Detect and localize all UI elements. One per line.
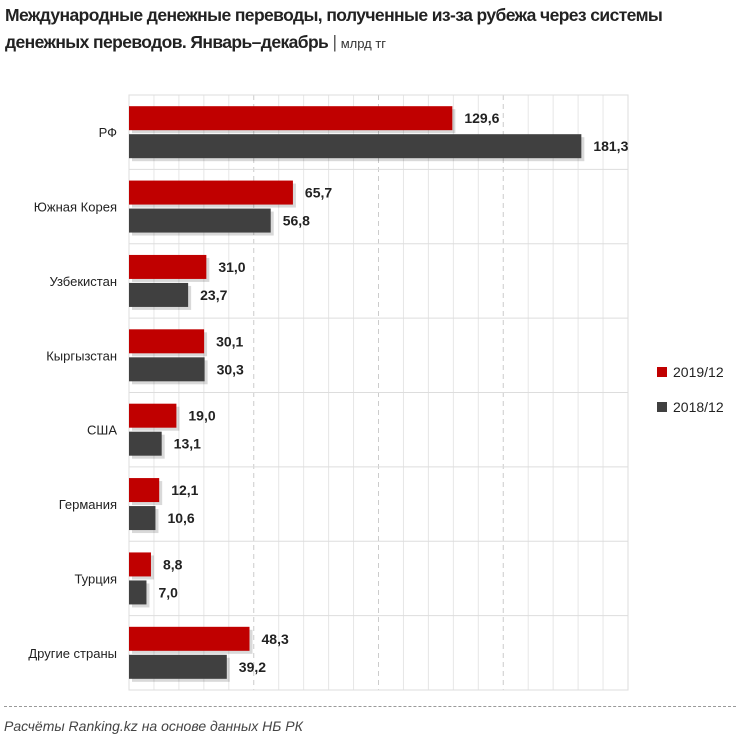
data-label: 23,7 (200, 287, 227, 303)
bar-chart: РФ 129,6 181,3 Южная Корея 65,7 56,8 Узбекиста… (28, 94, 629, 691)
category-label: Германия (59, 497, 117, 512)
data-label: 31,0 (218, 259, 245, 275)
title-text: Международные денежные переводы, получен… (5, 5, 663, 52)
data-label: 13,1 (174, 436, 201, 452)
bar-2018-12 (129, 282, 189, 307)
bar-2018-12 (129, 134, 582, 159)
data-label: 39,2 (239, 659, 266, 675)
legend-label: 2019/12 (673, 364, 724, 380)
bar-2019-12 (129, 552, 151, 577)
category-label: РФ (99, 125, 118, 140)
unit-label: млрд тг (340, 36, 387, 51)
legend-item-2019: 2019/12 (657, 364, 724, 380)
footer-divider (4, 706, 736, 707)
bar-2019-12 (129, 329, 205, 354)
data-label: 65,7 (305, 185, 332, 201)
category-label: Другие страны (28, 646, 117, 661)
bar-2018-12 (129, 208, 271, 233)
bar-2018-12 (129, 357, 205, 382)
legend-swatch (657, 367, 667, 377)
data-label: 12,1 (171, 482, 198, 498)
data-label: 30,3 (217, 361, 244, 377)
bar-2018-12 (129, 580, 147, 605)
bar-2018-12 (129, 431, 162, 456)
chart-title: Международные денежные переводы, получен… (5, 2, 740, 57)
legend-item-2018: 2018/12 (657, 399, 724, 415)
data-label: 48,3 (262, 631, 289, 647)
data-label: 129,6 (464, 110, 499, 126)
data-label: 8,8 (163, 556, 183, 572)
bar-2019-12 (129, 403, 177, 428)
bar-2019-12 (129, 180, 293, 205)
bar-2019-12 (129, 254, 207, 279)
bar-2018-12 (129, 506, 156, 531)
data-label: 181,3 (593, 138, 628, 154)
bar-2019-12 (129, 626, 250, 651)
category-label: Турция (74, 571, 117, 586)
category-label: Кыргызстан (46, 348, 117, 363)
bar-2019-12 (129, 106, 453, 131)
category-label: Узбекистан (49, 274, 117, 289)
bar-2019-12 (129, 478, 160, 503)
data-label: 30,1 (216, 333, 243, 349)
data-label: 56,8 (283, 213, 310, 229)
legend-label: 2018/12 (673, 399, 724, 415)
title-separator: | (332, 32, 337, 52)
legend-swatch (657, 402, 667, 412)
source-note: Расчёты Ranking.kz на основе данных НБ Р… (4, 718, 303, 734)
category-label: Южная Корея (34, 200, 117, 215)
data-label: 7,0 (158, 584, 178, 600)
data-label: 10,6 (167, 510, 194, 526)
bar-2018-12 (129, 654, 227, 679)
category-label: США (87, 423, 117, 438)
plot-border (128, 94, 629, 691)
data-label: 19,0 (188, 408, 215, 424)
